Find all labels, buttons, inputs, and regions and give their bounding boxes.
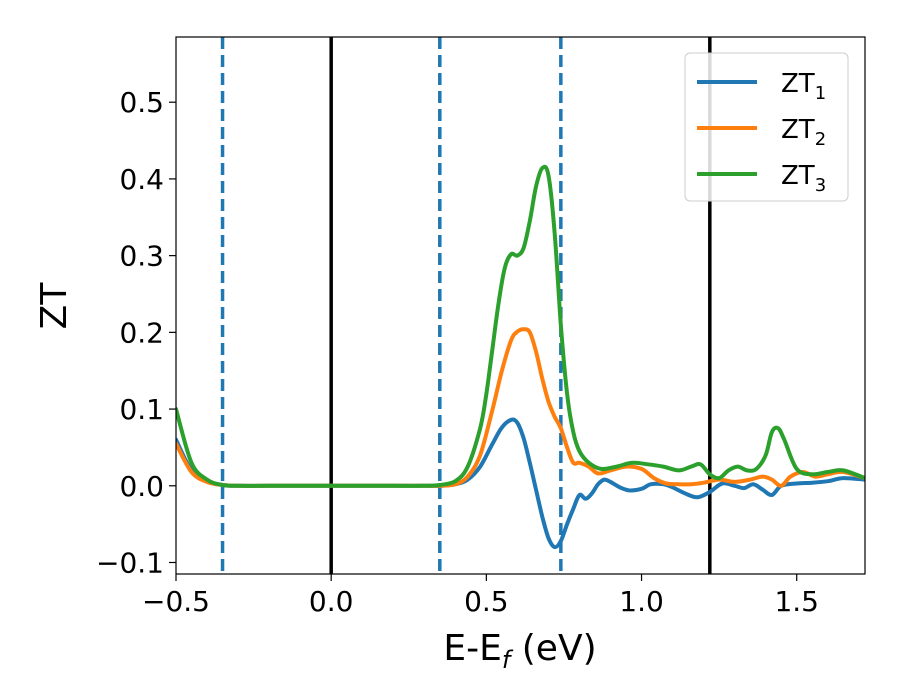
y-tick-label-0: −0.1 — [96, 546, 164, 579]
series-lines — [176, 164, 865, 550]
y-tick-label-2: 0.1 — [119, 393, 164, 426]
x-tick-label-3: 1.0 — [619, 585, 664, 618]
plot-frame — [175, 36, 866, 575]
x-tick-label-1: 0.0 — [309, 585, 354, 618]
y-axis: −0.1 0.0 0.1 0.2 0.3 0.4 0.5 — [96, 86, 176, 579]
x-tick-label-4: 1.5 — [774, 585, 819, 618]
x-tick-label-2: 0.5 — [464, 585, 509, 618]
x-tick-label-0: −0.5 — [142, 585, 210, 618]
y-tick-label-5: 0.4 — [119, 163, 164, 196]
x-axis-label: E-Ef (eV) — [443, 628, 596, 674]
legend-box — [684, 52, 849, 202]
y-axis-label: ZT — [34, 282, 75, 330]
y-tick-label-3: 0.2 — [119, 316, 164, 349]
y-tick-label-1: 0.0 — [119, 470, 164, 503]
x-axis: −0.5 0.0 0.5 1.0 1.5 — [142, 574, 819, 618]
series-line-zt3 — [176, 164, 865, 488]
y-tick-label-4: 0.3 — [119, 240, 164, 273]
y-tick-label-6: 0.5 — [119, 86, 164, 119]
legend-label-1: ZT2 — [781, 115, 826, 150]
